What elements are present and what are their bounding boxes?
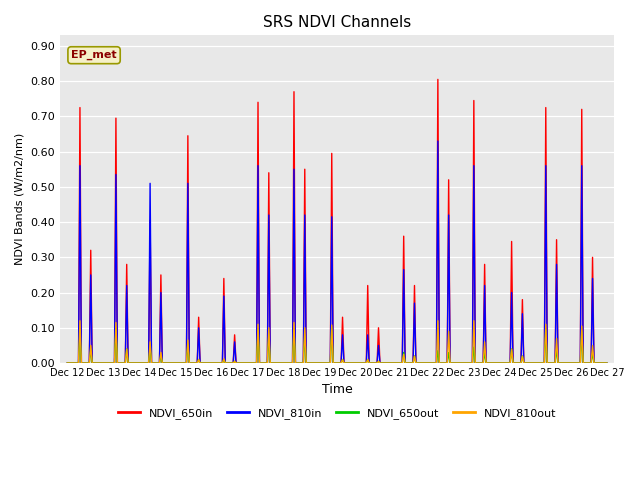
NDVI_650in (534, 360, 542, 366)
NDVI_650out (603, 360, 611, 366)
NDVI_650out (157, 354, 165, 360)
Title: SRS NDVI Channels: SRS NDVI Channels (263, 15, 412, 30)
NDVI_810out (125, 360, 133, 366)
Line: NDVI_810out: NDVI_810out (67, 321, 607, 363)
Line: NDVI_650in: NDVI_650in (67, 79, 607, 363)
NDVI_650out (593, 360, 600, 366)
NDVI_650in (603, 360, 611, 366)
NDVI_810out (157, 351, 165, 357)
NDVI_810in (63, 360, 71, 366)
NDVI_650out (534, 360, 542, 366)
NDVI_810in (434, 138, 442, 144)
NDVI_650out (125, 360, 133, 366)
NDVI_650in (294, 360, 301, 366)
Text: EP_met: EP_met (71, 50, 117, 60)
NDVI_810in (125, 360, 132, 366)
NDVI_810in (270, 360, 278, 366)
NDVI_810out (534, 360, 542, 366)
NDVI_810out (271, 360, 278, 366)
NDVI_650out (63, 360, 71, 366)
Line: NDVI_810in: NDVI_810in (67, 141, 607, 363)
NDVI_810in (603, 360, 611, 366)
NDVI_810in (294, 360, 301, 366)
NDVI_810out (76, 318, 84, 324)
NDVI_810out (593, 360, 600, 366)
NDVI_810in (157, 290, 164, 296)
NDVI_650in (157, 272, 164, 278)
NDVI_810in (534, 360, 542, 366)
NDVI_810out (63, 360, 71, 366)
NDVI_810out (294, 360, 301, 366)
NDVI_650out (294, 360, 301, 366)
NDVI_650out (112, 325, 120, 331)
NDVI_650in (593, 360, 600, 366)
Legend: NDVI_650in, NDVI_810in, NDVI_650out, NDVI_810out: NDVI_650in, NDVI_810in, NDVI_650out, NDV… (114, 403, 561, 423)
NDVI_650in (125, 360, 132, 366)
X-axis label: Time: Time (322, 384, 353, 396)
Line: NDVI_650out: NDVI_650out (67, 328, 607, 363)
NDVI_650in (434, 76, 442, 82)
NDVI_650in (63, 360, 71, 366)
Y-axis label: NDVI Bands (W/m2/nm): NDVI Bands (W/m2/nm) (15, 133, 25, 265)
NDVI_810out (603, 360, 611, 366)
NDVI_650out (271, 360, 278, 366)
NDVI_650in (270, 360, 278, 366)
NDVI_810in (593, 360, 600, 366)
